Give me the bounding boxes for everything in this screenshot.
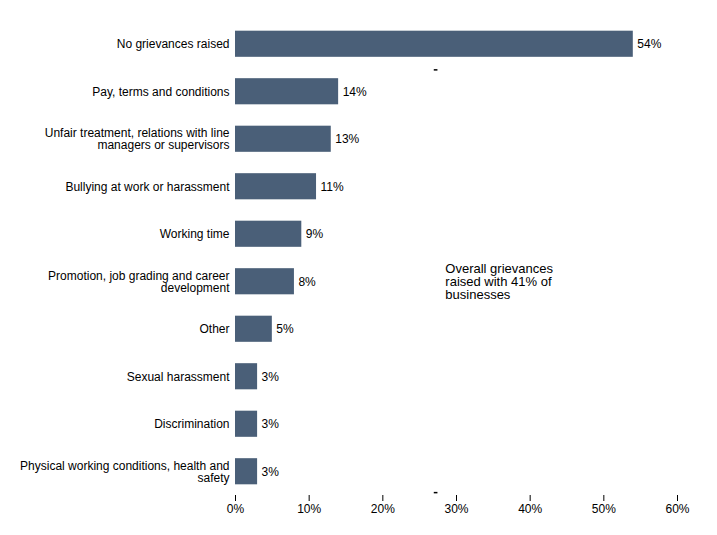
svg-text:5%: 5% xyxy=(276,322,294,336)
svg-text:20%: 20% xyxy=(371,502,395,516)
svg-text:Working time: Working time xyxy=(160,227,230,241)
svg-text:30%: 30% xyxy=(444,502,468,516)
svg-text:Physical working conditions, h: Physical working conditions, health ands… xyxy=(20,459,229,485)
svg-text:60%: 60% xyxy=(665,502,689,516)
svg-text:Unfair treatment, relations wi: Unfair treatment, relations with lineman… xyxy=(45,126,230,152)
svg-text:Other: Other xyxy=(199,322,229,336)
svg-text:3%: 3% xyxy=(262,417,280,431)
svg-text:8%: 8% xyxy=(298,275,316,289)
svg-text:54%: 54% xyxy=(637,37,661,51)
svg-text:40%: 40% xyxy=(518,502,542,516)
svg-text:Pay, terms and conditions: Pay, terms and conditions xyxy=(92,85,229,99)
svg-text:3%: 3% xyxy=(262,465,280,479)
svg-text:14%: 14% xyxy=(343,85,367,99)
svg-text:Promotion, job grading and car: Promotion, job grading and careerdevelop… xyxy=(48,269,230,295)
svg-text:0%: 0% xyxy=(227,502,245,516)
svg-text:3%: 3% xyxy=(262,370,280,384)
svg-text:9%: 9% xyxy=(306,227,324,241)
svg-text:Bullying at work or harassment: Bullying at work or harassment xyxy=(65,180,230,194)
svg-text:No grievances raised: No grievances raised xyxy=(117,37,230,51)
svg-text:50%: 50% xyxy=(592,502,616,516)
svg-text:10%: 10% xyxy=(297,502,321,516)
svg-text:11%: 11% xyxy=(321,180,344,194)
svg-text:Discrimination: Discrimination xyxy=(154,417,229,431)
svg-text:Overall grievancesraised with: Overall grievancesraised with 41% ofbusi… xyxy=(445,261,553,302)
svg-text:13%: 13% xyxy=(335,132,359,146)
svg-text:Sexual harassment: Sexual harassment xyxy=(127,370,230,384)
